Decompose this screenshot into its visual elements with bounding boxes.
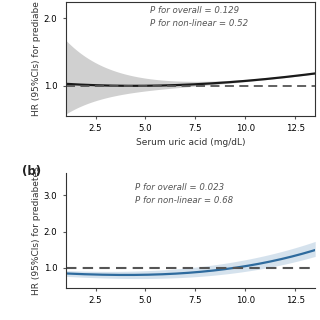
Text: (b): (b): [22, 165, 41, 179]
X-axis label: Serum uric acid (mg/dL): Serum uric acid (mg/dL): [136, 138, 245, 147]
Text: P for overall = 0.023
P for non-linear = 0.68: P for overall = 0.023 P for non-linear =…: [135, 183, 234, 205]
Y-axis label: HR (95%CIs) for prediabe: HR (95%CIs) for prediabe: [32, 2, 41, 116]
Y-axis label: HR (95%CIs) for prediabetes: HR (95%CIs) for prediabetes: [32, 166, 41, 295]
Text: P for overall = 0.129
P for non-linear = 0.52: P for overall = 0.129 P for non-linear =…: [150, 6, 249, 28]
